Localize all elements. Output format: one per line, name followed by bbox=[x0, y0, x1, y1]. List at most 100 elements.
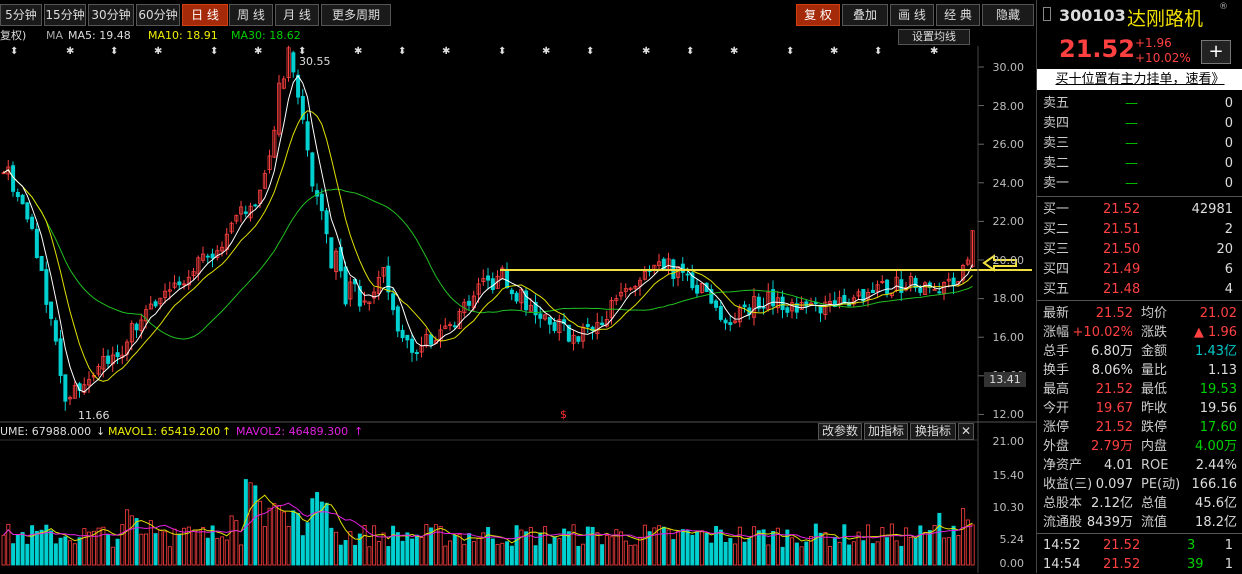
volume-bar bbox=[267, 507, 272, 566]
stat-value: 19.67 bbox=[1095, 401, 1133, 416]
hide-button[interactable]: 隐藏 bbox=[982, 4, 1034, 26]
ask-price: — bbox=[1125, 176, 1138, 191]
candle-body bbox=[585, 323, 590, 328]
ask-row[interactable]: 卖五 — 0 bbox=[1037, 94, 1242, 113]
period-60min[interactable]: 60分钟 bbox=[136, 4, 180, 26]
ask-row[interactable]: 卖二 — 0 bbox=[1037, 154, 1242, 173]
candle-body bbox=[486, 275, 491, 281]
price-axis-label: 28.00 bbox=[992, 100, 1025, 113]
volume-bar bbox=[652, 527, 657, 566]
period-15min[interactable]: 15分钟 bbox=[44, 4, 86, 26]
volume-bar bbox=[723, 541, 728, 566]
stat-value: 21.52 bbox=[1095, 382, 1133, 397]
volume-bar bbox=[875, 541, 880, 566]
period-weekly[interactable]: 周 线 bbox=[229, 4, 273, 26]
promo-banner-link[interactable]: 买十位置有主力挂单，速看》 bbox=[1037, 69, 1242, 90]
volume-bar bbox=[699, 530, 704, 566]
classic-button[interactable]: 经 典 bbox=[936, 4, 980, 26]
volume-bar bbox=[381, 532, 386, 566]
volume-bar bbox=[58, 537, 63, 566]
volume-bar bbox=[642, 524, 647, 566]
stat-label: PE(动) bbox=[1141, 477, 1181, 492]
period-more[interactable]: 更多周期 bbox=[321, 4, 391, 26]
mavol2-value: MAVOL2: 46489.300 bbox=[236, 425, 349, 438]
candle-body bbox=[538, 313, 543, 319]
volume-bar bbox=[500, 542, 505, 566]
tick-row: 14:52 21.52 3 1 bbox=[1037, 536, 1242, 555]
candle-body bbox=[790, 302, 795, 312]
volume-bar bbox=[894, 540, 899, 566]
volume-bar bbox=[196, 529, 201, 566]
volume-bar bbox=[775, 527, 780, 566]
signal-star-icon: ✱ bbox=[830, 46, 838, 57]
bid-price: 21.51 bbox=[1103, 222, 1141, 237]
volume-bar bbox=[438, 526, 443, 566]
volume-bar bbox=[657, 525, 662, 566]
candle-body bbox=[714, 300, 719, 308]
switch-indicator-button[interactable]: 换指标 bbox=[910, 423, 956, 440]
volume-bar bbox=[619, 531, 624, 566]
period-daily[interactable]: 日 线 bbox=[182, 4, 228, 26]
ask-row[interactable]: 卖一 — 0 bbox=[1037, 174, 1242, 193]
candle-body bbox=[205, 255, 210, 258]
ask-row[interactable]: 卖三 — 0 bbox=[1037, 134, 1242, 153]
tick-price: 21.52 bbox=[1103, 557, 1141, 572]
edit-params-button[interactable]: 改参数 bbox=[818, 423, 862, 440]
volume-bar bbox=[234, 520, 239, 566]
stat-label: 最高 bbox=[1043, 382, 1070, 397]
add-watchlist-button[interactable]: + bbox=[1201, 40, 1231, 64]
volume-bar bbox=[49, 530, 54, 566]
volume-bar bbox=[766, 544, 771, 566]
bid-row[interactable]: 买一 21.52 42981 bbox=[1037, 200, 1242, 219]
candle-body bbox=[804, 301, 809, 307]
candle-body bbox=[638, 279, 643, 287]
volume-bar bbox=[490, 538, 495, 566]
candle-body bbox=[25, 202, 30, 220]
signal-star-icon: ✱ bbox=[542, 46, 550, 57]
volume-bar bbox=[600, 544, 605, 566]
volume-axis-label: 5.24 bbox=[999, 533, 1025, 546]
volume-bar bbox=[837, 541, 842, 566]
volume-bar bbox=[191, 531, 196, 566]
stat-row: 外盘 2.79万 内盘 4.00万 bbox=[1037, 437, 1242, 456]
signal-star-icon: ✱ bbox=[730, 46, 738, 57]
candle-body bbox=[961, 265, 966, 281]
candle-body bbox=[785, 307, 790, 313]
period-5min[interactable]: 5分钟 bbox=[0, 4, 42, 26]
bid-volume: 42981 bbox=[1191, 202, 1233, 217]
candle-body bbox=[695, 284, 700, 294]
candle-body bbox=[547, 316, 552, 325]
period-monthly[interactable]: 月 线 bbox=[275, 4, 319, 26]
candle-body bbox=[414, 352, 419, 355]
ask-row[interactable]: 卖四 — 0 bbox=[1037, 114, 1242, 133]
add-indicator-button[interactable]: 加指标 bbox=[864, 423, 908, 440]
candle-body bbox=[343, 266, 348, 305]
bid-row[interactable]: 买五 21.48 4 bbox=[1037, 280, 1242, 299]
candle-body bbox=[215, 250, 220, 258]
stat-row: 最高 21.52 最低 19.53 bbox=[1037, 380, 1242, 399]
period-30min[interactable]: 30分钟 bbox=[88, 4, 134, 26]
stat-row: 总股本 2.12亿 总值 45.6亿 bbox=[1037, 494, 1242, 513]
signal-star-icon: ⬍ bbox=[210, 46, 218, 57]
draw-button[interactable]: 画 线 bbox=[890, 4, 934, 26]
candle-body bbox=[965, 259, 970, 265]
volume-bar bbox=[177, 533, 182, 566]
overlay-button[interactable]: 叠加 bbox=[842, 4, 888, 26]
bid-row[interactable]: 买二 21.51 2 bbox=[1037, 220, 1242, 239]
volume-bar bbox=[804, 541, 809, 566]
panel-toggle-icon[interactable] bbox=[1043, 7, 1051, 21]
volume-bar bbox=[614, 529, 619, 566]
candle-body bbox=[951, 277, 956, 286]
candle-body bbox=[220, 246, 225, 252]
bid-row[interactable]: 买四 21.49 6 bbox=[1037, 260, 1242, 279]
candle-body bbox=[828, 300, 833, 304]
volume-bar bbox=[87, 531, 92, 566]
ask-volume: 0 bbox=[1224, 96, 1233, 111]
candle-body bbox=[756, 296, 761, 309]
candle-body bbox=[243, 211, 248, 214]
bid-row[interactable]: 买三 21.50 20 bbox=[1037, 240, 1242, 259]
ma-settings-dropdown[interactable]: 设置均线 bbox=[898, 29, 970, 45]
close-icon[interactable]: ✕ bbox=[958, 423, 974, 440]
adjust-button[interactable]: 复 权 bbox=[796, 4, 840, 26]
signal-star-icon: ✱ bbox=[254, 46, 262, 57]
